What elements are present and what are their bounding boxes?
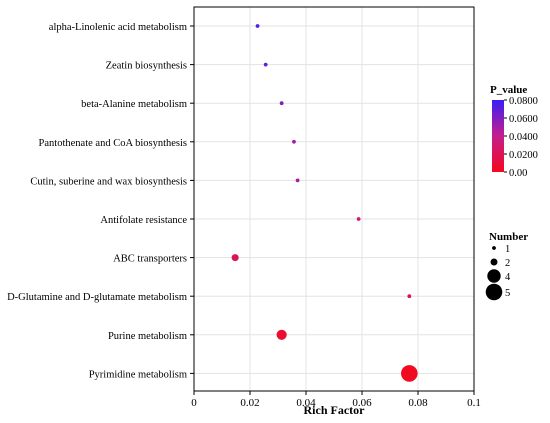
color-legend-tick-label: 0.00 bbox=[509, 168, 527, 179]
color-legend-tick-label: 0.0800 bbox=[509, 96, 538, 107]
data-point bbox=[292, 139, 296, 144]
y-tick-label: beta-Alanine metabolism bbox=[81, 99, 187, 110]
data-point bbox=[356, 217, 361, 221]
data-point bbox=[401, 365, 418, 382]
y-tick-label: Zeatin biosynthesis bbox=[106, 61, 187, 72]
y-tick-label: Cutin, suberine and wax biosynthesis bbox=[30, 176, 187, 187]
size-legend-swatch bbox=[492, 246, 496, 250]
y-tick-label: Pyrimidine metabolism bbox=[89, 369, 187, 380]
color-legend-tick-label: 0.0200 bbox=[509, 150, 538, 161]
plot-frame bbox=[193, 6, 475, 392]
color-legend-ticks: 0.00 0.0200 0.0400 0.0600 0.0800 bbox=[504, 96, 538, 179]
data-points bbox=[231, 24, 418, 382]
y-tick-label: Pantothenate and CoA biosynthesis bbox=[39, 138, 187, 149]
x-tick-label: 0 bbox=[191, 397, 197, 409]
color-legend-tick-label: 0.0600 bbox=[509, 114, 538, 125]
x-tick-label: 0.08 bbox=[408, 397, 428, 409]
color-legend-tick-label: 0.0400 bbox=[509, 132, 538, 143]
data-point bbox=[407, 294, 412, 299]
y-tick-label: ABC transporters bbox=[113, 254, 187, 265]
size-legend-items: 1 2 4 5 bbox=[485, 244, 511, 301]
y-tick-labels: alpha-Linolenic acid metabolism Zeatin bi… bbox=[7, 22, 194, 380]
y-tick-label: D-Glutamine and D-glutamate metabolism bbox=[7, 292, 187, 303]
y-tick-label: Purine metabolism bbox=[108, 331, 187, 342]
grid-lines bbox=[193, 7, 475, 391]
size-legend-swatch bbox=[487, 269, 501, 283]
x-tick-label: 0.02 bbox=[240, 397, 259, 409]
y-tick-label: Antifolate resistance bbox=[100, 215, 187, 226]
x-tick-label: 0.06 bbox=[352, 397, 372, 409]
data-point bbox=[255, 24, 260, 28]
x-axis-label: Rich Factor bbox=[304, 403, 366, 417]
y-tick-label: alpha-Linolenic acid metabolism bbox=[49, 22, 187, 33]
size-legend: Number 1 2 4 5 bbox=[485, 231, 528, 301]
size-legend-swatch bbox=[485, 283, 503, 301]
size-legend-swatch bbox=[490, 258, 498, 266]
color-legend-bar bbox=[492, 100, 504, 172]
color-legend: P_value 0.00 0.0200 0.0400 0.0600 0.0800 bbox=[490, 84, 538, 179]
x-ticks: 0 0.02 0.04 0.06 0.08 0.1 bbox=[191, 391, 481, 409]
x-tick-label: 0.1 bbox=[467, 397, 481, 409]
x-tick-label: 0.04 bbox=[296, 397, 316, 409]
size-legend-label: 2 bbox=[505, 258, 510, 269]
data-point bbox=[279, 101, 284, 106]
size-legend-label: 4 bbox=[505, 272, 511, 283]
data-point bbox=[231, 254, 239, 262]
size-legend-label: 5 bbox=[505, 288, 510, 299]
color-legend-title: P_value bbox=[490, 84, 527, 96]
size-legend-label: 1 bbox=[505, 244, 510, 255]
data-point bbox=[276, 329, 287, 340]
data-point bbox=[263, 62, 268, 67]
data-point bbox=[295, 178, 300, 183]
size-legend-title: Number bbox=[489, 231, 528, 243]
